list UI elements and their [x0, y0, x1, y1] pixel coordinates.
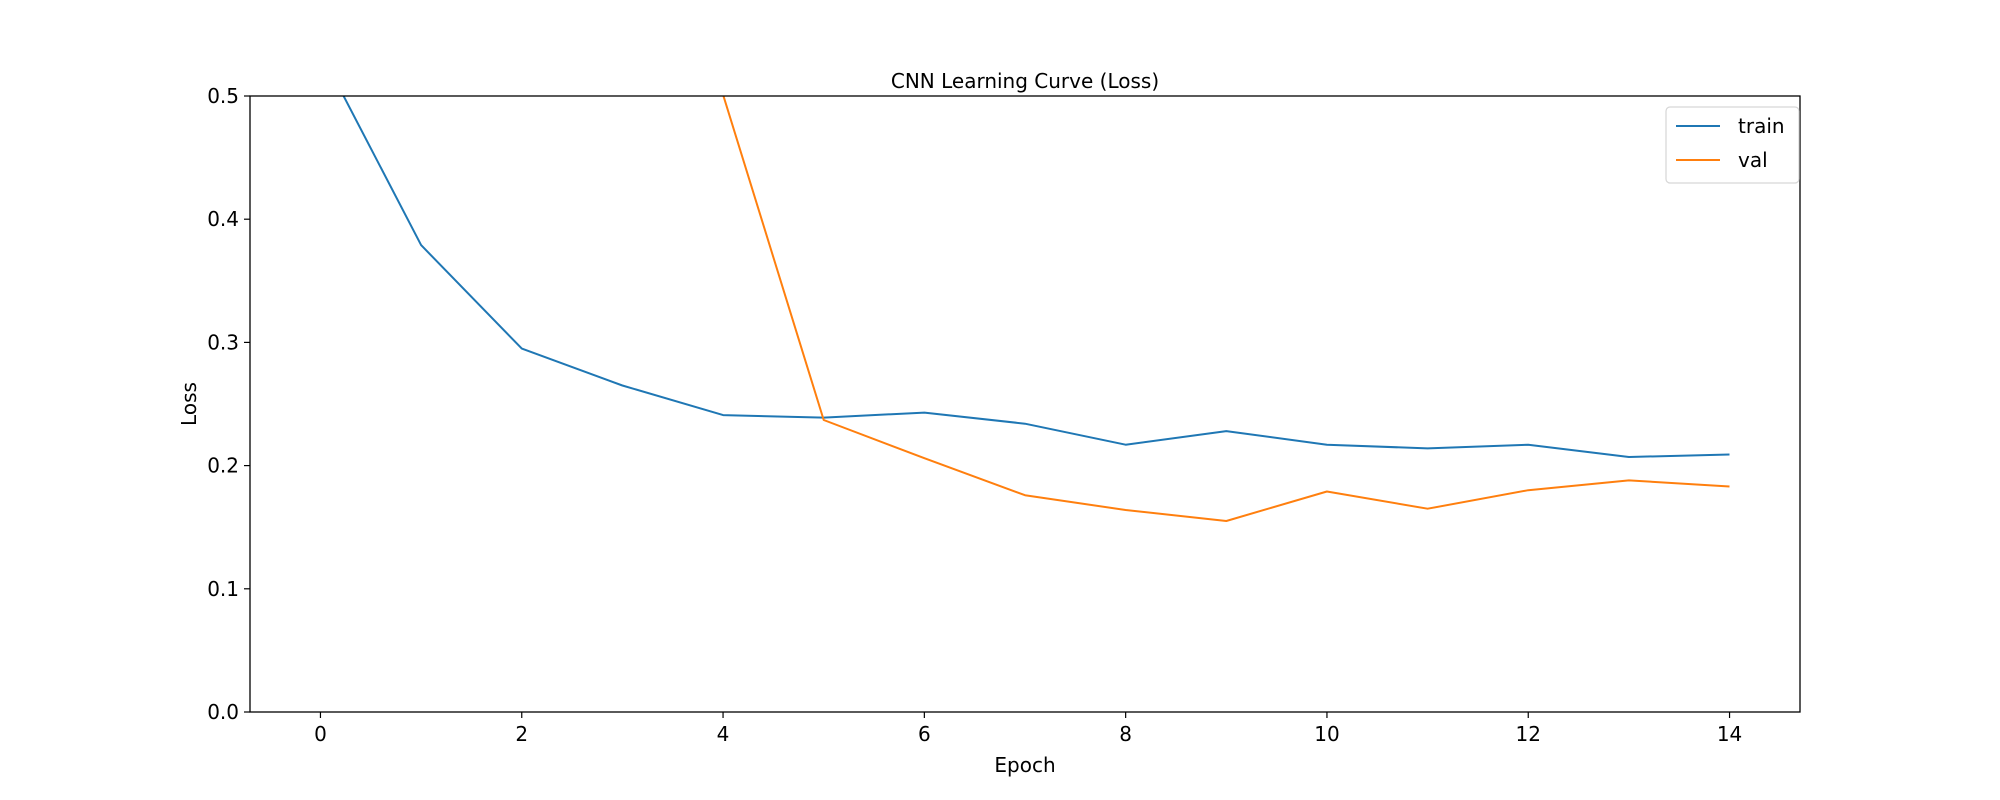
- axes-frame: [249, 95, 1801, 713]
- series-line-train: [342, 96, 1730, 458]
- y-tick-label: 0.3: [207, 330, 239, 354]
- x-tick-label: 10: [1314, 722, 1339, 746]
- legend: train val: [1665, 106, 1800, 184]
- series-line-val: [722, 96, 1730, 522]
- y-tick-label: 0.5: [207, 84, 239, 108]
- y-tick-label: 0.0: [207, 700, 239, 724]
- x-axis-label: Epoch: [994, 753, 1055, 777]
- y-tick-label: 0.1: [207, 577, 239, 601]
- plot-area: [342, 96, 1730, 522]
- x-tick-label: 12: [1516, 722, 1541, 746]
- y-axis-label: Loss: [177, 382, 201, 426]
- x-tick-label: 4: [717, 722, 730, 746]
- y-tick-label: 0.4: [207, 207, 239, 231]
- y-axis-ticks: 0.0 0.1 0.2 0.3 0.4 0.5: [207, 84, 250, 724]
- x-tick-label: 6: [918, 722, 931, 746]
- x-tick-label: 8: [1119, 722, 1132, 746]
- x-tick-label: 2: [515, 722, 528, 746]
- legend-train-label: train: [1738, 114, 1785, 138]
- x-tick-label: 14: [1717, 722, 1742, 746]
- x-tick-label: 0: [314, 722, 327, 746]
- x-axis-ticks: 0 2 4 6 8 10 12 14: [314, 712, 1742, 746]
- legend-val-label: val: [1738, 148, 1768, 172]
- chart-title: CNN Learning Curve (Loss): [891, 69, 1159, 93]
- y-tick-label: 0.2: [207, 454, 239, 478]
